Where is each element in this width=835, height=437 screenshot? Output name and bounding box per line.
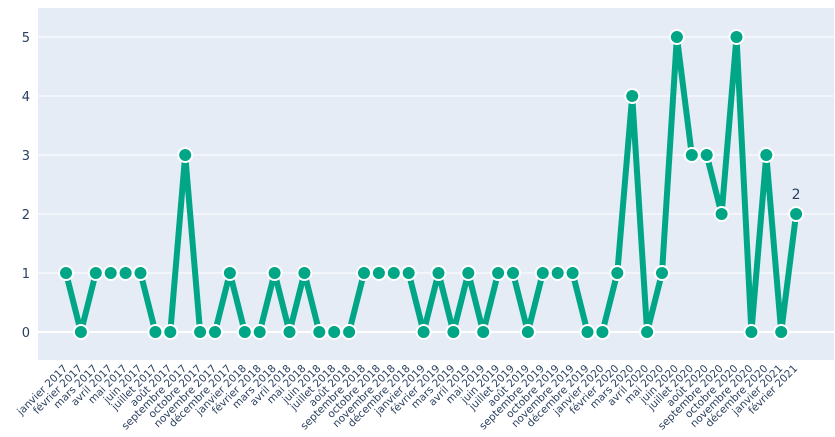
data-point bbox=[579, 324, 596, 340]
data-point bbox=[490, 265, 507, 281]
data-point bbox=[296, 265, 313, 281]
data-point bbox=[445, 324, 462, 340]
data-point bbox=[743, 324, 760, 340]
data-point bbox=[430, 265, 447, 281]
data-point bbox=[251, 324, 268, 340]
data-point bbox=[460, 265, 477, 281]
y-tick-label: 1 bbox=[22, 267, 30, 282]
data-point bbox=[788, 206, 805, 222]
data-point bbox=[505, 265, 521, 281]
y-tick-label: 5 bbox=[22, 31, 30, 46]
data-point bbox=[654, 265, 670, 281]
data-point bbox=[177, 147, 194, 163]
data-point bbox=[668, 29, 685, 45]
data-point bbox=[475, 324, 492, 340]
data-point bbox=[564, 265, 581, 281]
data-point bbox=[758, 147, 775, 163]
data-point bbox=[117, 265, 134, 281]
data-point bbox=[698, 147, 715, 163]
y-tick-label: 4 bbox=[22, 90, 30, 105]
data-point bbox=[400, 265, 417, 281]
data-point bbox=[236, 324, 253, 340]
data-point bbox=[221, 265, 238, 281]
data-point bbox=[58, 265, 74, 281]
data-point bbox=[341, 324, 358, 340]
data-point bbox=[534, 265, 551, 281]
data-point bbox=[87, 265, 104, 281]
data-point bbox=[192, 324, 209, 340]
data-point bbox=[72, 324, 89, 340]
y-tick-label: 2 bbox=[22, 208, 30, 223]
data-point bbox=[207, 324, 223, 340]
data-point bbox=[356, 265, 372, 281]
data-point bbox=[415, 324, 432, 340]
data-point bbox=[326, 324, 343, 340]
data-point bbox=[624, 88, 641, 104]
data-point bbox=[266, 265, 283, 281]
data-point bbox=[147, 324, 164, 340]
data-point bbox=[311, 324, 328, 340]
y-axis: 0 1 2 3 4 5 bbox=[22, 31, 30, 341]
data-point bbox=[519, 324, 536, 340]
data-point bbox=[549, 265, 566, 281]
data-point bbox=[132, 265, 149, 281]
data-markers bbox=[58, 29, 805, 340]
data-point bbox=[728, 29, 745, 45]
data-point bbox=[594, 324, 611, 340]
y-tick-label: 0 bbox=[22, 326, 30, 341]
data-point bbox=[713, 206, 730, 222]
data-point bbox=[385, 265, 402, 281]
data-label-last: 2 bbox=[792, 187, 801, 203]
data-point bbox=[102, 265, 119, 281]
data-point bbox=[281, 324, 298, 340]
series-line bbox=[63, 34, 800, 335]
data-point bbox=[639, 324, 656, 340]
data-point bbox=[370, 265, 387, 281]
data-point bbox=[773, 324, 790, 340]
y-tick-label: 3 bbox=[22, 149, 30, 164]
data-point bbox=[683, 147, 700, 163]
data-point bbox=[162, 324, 179, 340]
data-point bbox=[609, 265, 626, 281]
